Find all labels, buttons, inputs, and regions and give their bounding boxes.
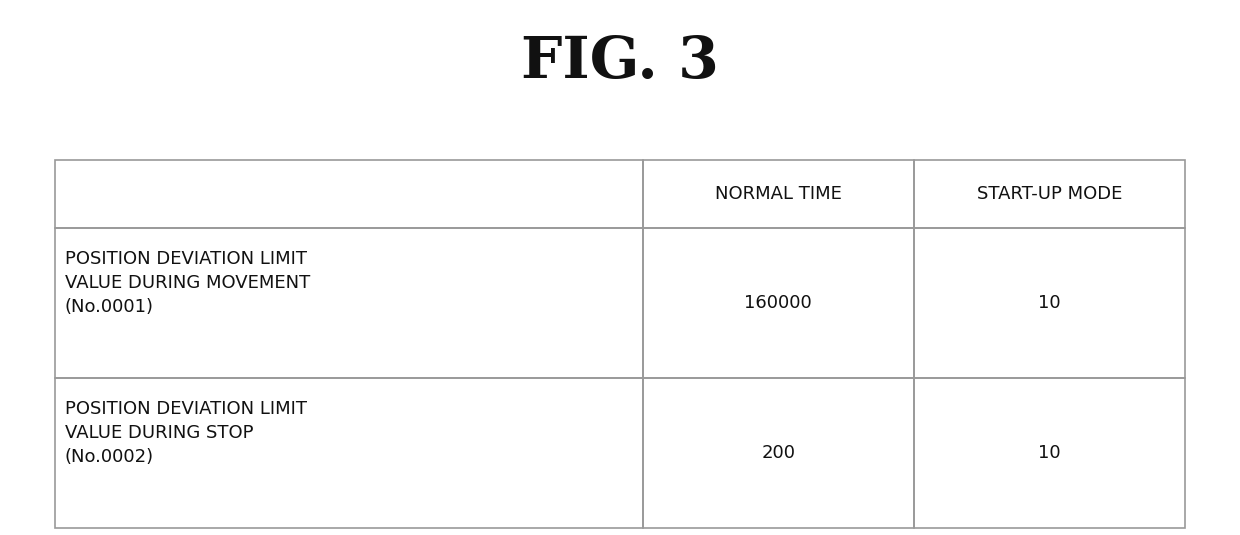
Text: POSITION DEVIATION LIMIT
VALUE DURING STOP
(No.0002): POSITION DEVIATION LIMIT VALUE DURING ST… (64, 401, 308, 465)
Bar (914, 228, 1185, 378)
Text: 10: 10 (1038, 444, 1060, 462)
Bar (642, 160, 914, 228)
Text: NORMAL TIME: NORMAL TIME (714, 185, 842, 203)
Bar (55, 160, 642, 228)
Text: START-UP MODE: START-UP MODE (977, 185, 1122, 203)
Bar (914, 160, 1185, 228)
Text: 160000: 160000 (744, 294, 812, 312)
Bar (55, 378, 642, 528)
Bar (642, 228, 914, 378)
Bar (55, 228, 642, 378)
Bar (914, 378, 1185, 528)
Text: FIG. 3: FIG. 3 (521, 34, 719, 90)
Text: 10: 10 (1038, 294, 1060, 312)
Text: POSITION DEVIATION LIMIT
VALUE DURING MOVEMENT
(No.0001): POSITION DEVIATION LIMIT VALUE DURING MO… (64, 250, 310, 316)
Text: 200: 200 (761, 444, 795, 462)
Bar (642, 378, 914, 528)
